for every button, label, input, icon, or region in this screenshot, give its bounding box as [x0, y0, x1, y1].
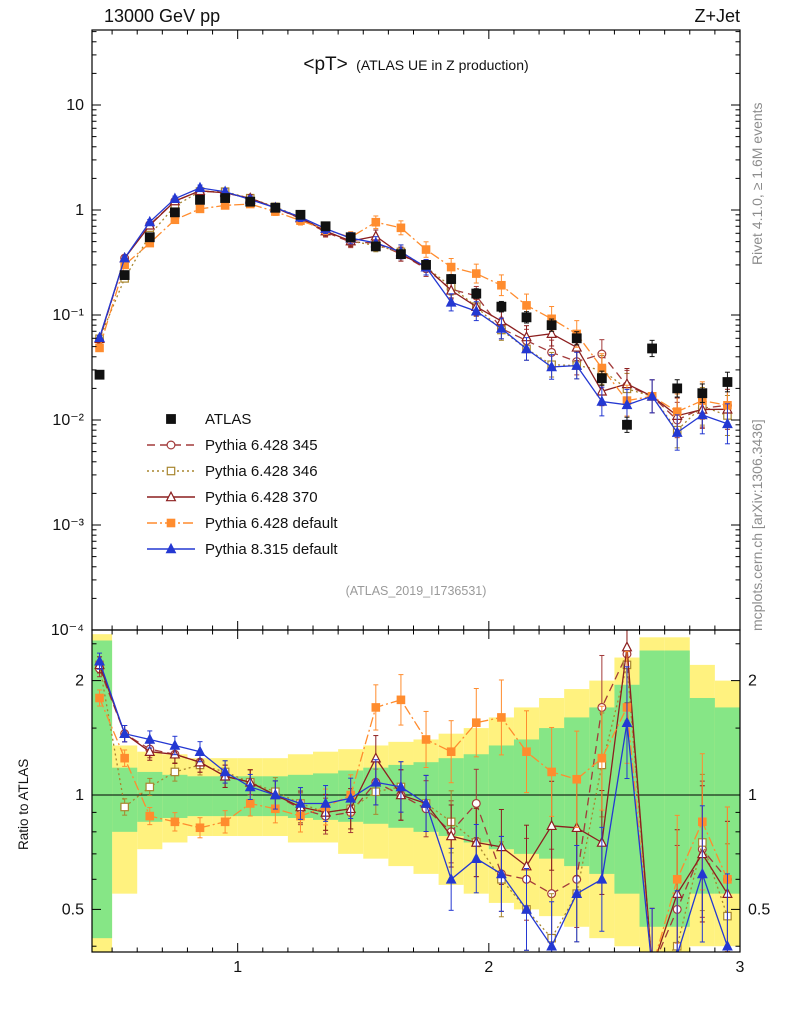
- legend-item-pythia6-default: Pythia 6.428 default: [146, 510, 338, 536]
- tick-label: 1: [75, 202, 84, 219]
- axis-ticks: [92, 30, 741, 952]
- legend-marker-orange-square-icon: [146, 515, 196, 531]
- legend-item-pythia8-default: Pythia 8.315 default: [146, 536, 338, 562]
- tick-label: 1: [748, 787, 757, 804]
- series-Pythia-6-428-345: [95, 186, 732, 439]
- legend-label: Pythia 6.428 default: [205, 514, 338, 532]
- tick-label: 0.5: [62, 901, 84, 918]
- legend-label: Pythia 6.428 370: [205, 488, 318, 506]
- green-uncertainty-band: [92, 640, 740, 939]
- legend-item-pythia6-346: Pythia 6.428 346: [146, 458, 338, 484]
- analysis-label: (ATLAS UE in Z production): [356, 57, 529, 73]
- ratio-panel-plot: [92, 630, 740, 952]
- process-label: Z+Jet: [694, 6, 740, 26]
- tick-label: 2: [75, 673, 84, 690]
- beam-energy-label: 13000 GeV pp: [104, 6, 221, 26]
- legend-label: Pythia 6.428 346: [205, 462, 318, 480]
- series-Pythia-6-428-370: [94, 184, 733, 434]
- series-ATLAS: [94, 193, 733, 433]
- legend-label: Pythia 6.428 345: [205, 436, 318, 454]
- legend-item-pythia6-370: Pythia 6.428 370: [146, 484, 338, 510]
- legend-marker-circle-icon: [146, 437, 196, 453]
- tick-label: 10⁻⁴: [51, 622, 84, 639]
- legend-label: ATLAS: [205, 410, 252, 428]
- tick-label: 10⁻¹: [52, 307, 84, 324]
- legend-marker-atlas-icon: [146, 411, 196, 427]
- ratio-panel-frame: [91, 629, 741, 953]
- analysis-id-watermark: (ATLAS_2019_I1736531): [345, 584, 487, 598]
- legend-item-atlas: ATLAS: [146, 406, 338, 432]
- legend-marker-open-triangle-icon: [146, 489, 196, 505]
- legend: ATLAS Pythia 6.428 345 Pythia 6.428 346 …: [146, 406, 338, 562]
- legend-marker-blue-triangle-icon: [146, 541, 196, 557]
- mcplots-arxiv-label: mcplots.cern.ch [arXiv:1306.3436]: [749, 419, 765, 631]
- ratio-axis-title: Ratio to ATLAS: [16, 758, 31, 850]
- ratio-Pythia-8-315-default: [94, 652, 733, 952]
- series-Pythia-6-428-default: [95, 199, 732, 430]
- tick-label: 2: [484, 959, 493, 976]
- tick-label: 3: [736, 959, 745, 976]
- tick-label: 10⁻³: [52, 517, 84, 534]
- top-panel-plot: [94, 181, 733, 451]
- tick-label: 1: [233, 959, 242, 976]
- tick-label: 10: [66, 97, 84, 114]
- legend-item-pythia6-345: Pythia 6.428 345: [146, 432, 338, 458]
- observable-label: <pT>: [303, 54, 348, 75]
- rivet-version-label: Rivet 4.1.0, ≥ 1.6M events: [749, 102, 765, 265]
- legend-label: Pythia 8.315 default: [205, 540, 338, 558]
- plot-title: <pT> (ATLAS UE in Z production): [92, 54, 740, 76]
- tick-label: 0.5: [748, 901, 770, 918]
- tick-label: 1: [75, 787, 84, 804]
- tick-label: 10⁻²: [52, 412, 84, 429]
- tick-label: 2: [748, 673, 757, 690]
- legend-marker-open-square-icon: [146, 463, 196, 479]
